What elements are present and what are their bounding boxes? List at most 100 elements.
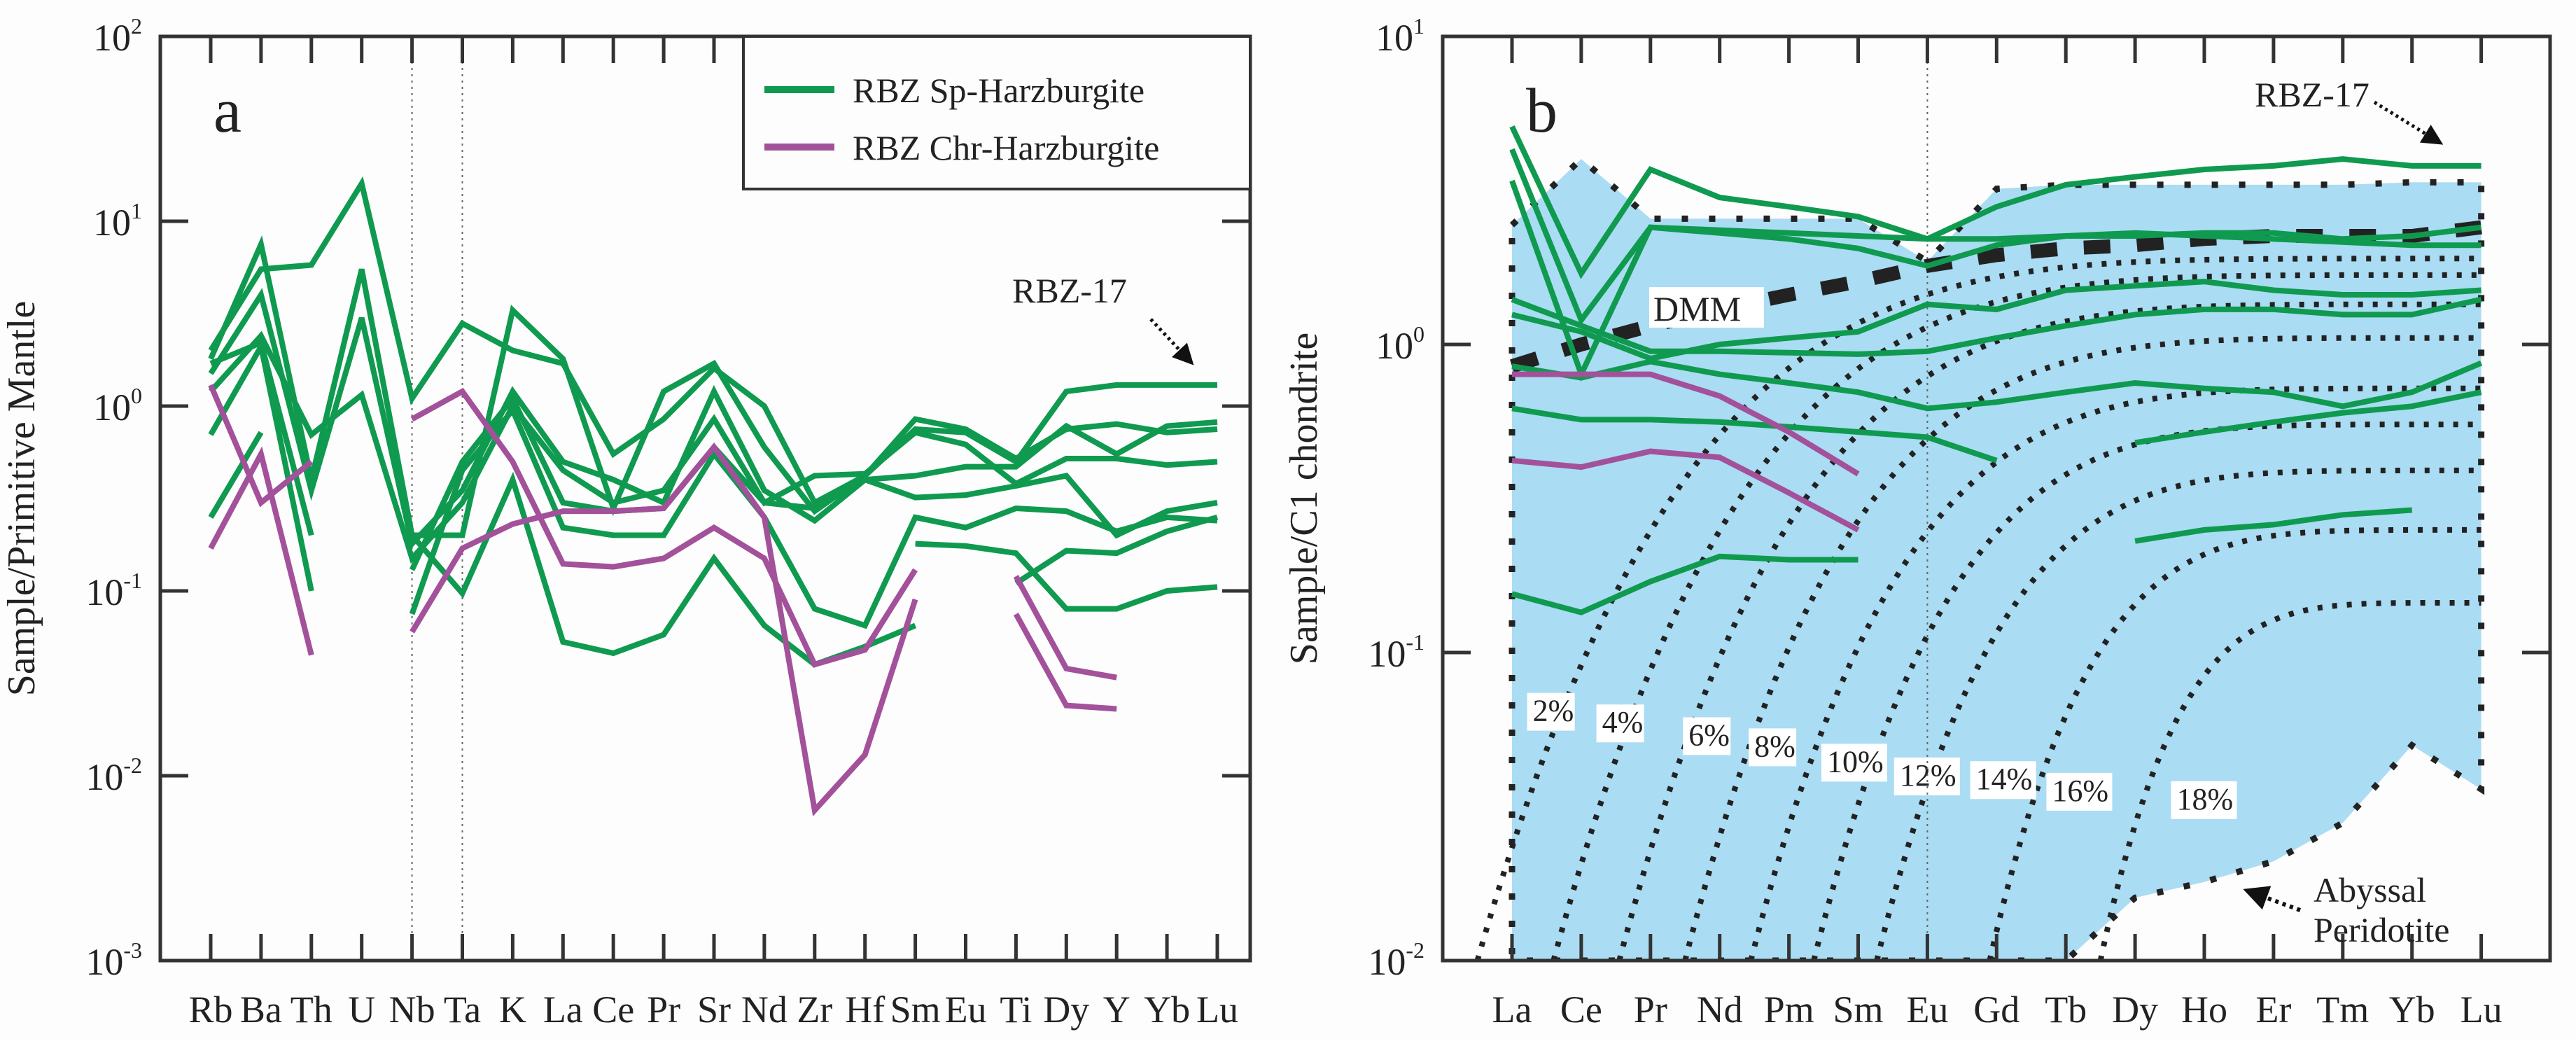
- x-tick-label: Pr: [1634, 989, 1667, 1031]
- series-sp-8: [2134, 389, 2482, 446]
- annotation-dmm: DMM: [1653, 289, 1741, 328]
- series-chr-1: [1512, 371, 1860, 477]
- series-sp-3: [1509, 179, 2482, 382]
- series-sp-6: [1511, 358, 2483, 412]
- melt-label-4pct: 4%: [1602, 705, 1644, 739]
- series-sp-5: [1511, 279, 2482, 362]
- melt-label-bg: [1527, 692, 1575, 731]
- melt-label-18pct: 18%: [2176, 782, 2233, 816]
- y-tick-label: 10-2: [85, 753, 142, 798]
- melt-label-bg: [2046, 772, 2113, 811]
- x-tick-label: Tb: [2045, 989, 2087, 1031]
- x-tick-label: Ba: [240, 989, 282, 1031]
- y-axis-title: Sample/C1 chondrite: [1282, 333, 1326, 664]
- x-tick-label: Gd: [1973, 989, 2019, 1031]
- y-tick-label: 101: [1376, 13, 1424, 59]
- y-tick-base: 10: [85, 756, 123, 798]
- melt-label-bg: [1749, 728, 1797, 767]
- y-tick-label: 100: [93, 383, 142, 428]
- legend-label-chr: RBZ Chr-Harzburgite: [853, 128, 1159, 167]
- x-tick-label: Tm: [2316, 989, 2369, 1031]
- legend-box: [742, 35, 1252, 190]
- series-sp-10: [2134, 507, 2412, 544]
- x-tick-label: Er: [2255, 989, 2291, 1031]
- y-tick-label: 10-1: [85, 568, 142, 613]
- y-tick-base: 10: [85, 571, 123, 613]
- plot-area: 2% 4% 6% 8% 10% 12% 14% 16% 18%: [1474, 36, 2485, 961]
- y-tick-base: 10: [85, 941, 123, 983]
- panel-label-a: a: [214, 76, 241, 146]
- x-tick-label: Lu: [2460, 989, 2502, 1031]
- arrow-abyssal: [2243, 886, 2302, 912]
- x-tick-label: Th: [290, 989, 332, 1031]
- x-tick-label: La: [1492, 989, 1532, 1031]
- melt-label-bg: [1596, 704, 1644, 743]
- series-sp-3: [208, 288, 1218, 550]
- x-tick-label: Eu: [1906, 989, 1948, 1031]
- x-tick-label: Pr: [647, 989, 680, 1031]
- melt-label-bg: [1893, 757, 1960, 795]
- y-tick-base: 10: [93, 386, 131, 428]
- x-tick-label: Ti: [1000, 989, 1032, 1031]
- x-tick-label: Dy: [2112, 989, 2158, 1031]
- y-tick-exponent: 0: [131, 383, 142, 408]
- x-tick-label: Ce: [592, 989, 634, 1031]
- annotation-abyssal: Abyssal: [2314, 870, 2426, 909]
- x-tick-label: Nd: [741, 989, 788, 1031]
- melt-label-bg: [1970, 761, 2036, 800]
- melt-curve-10pct: [1748, 385, 2482, 961]
- x-tick-label: Dy: [1043, 989, 1089, 1031]
- annotation-rbz17-a: RBZ-17: [1012, 271, 1127, 310]
- melt-label-16pct: 16%: [2052, 774, 2108, 808]
- y-tick-exponent: -3: [123, 937, 142, 963]
- x-tick-label: La: [543, 989, 583, 1031]
- melt-label-6pct: 6%: [1688, 718, 1730, 752]
- y-tick-exponent: 2: [131, 13, 142, 39]
- melt-curve-4pct: [1550, 272, 2482, 961]
- panel-b-chart: 2% 4% 6% 8% 10% 12% 14% 16% 18%La Ce Pr Nd Pm Sm Eu Gd T…: [1282, 13, 2552, 1031]
- x-tick-label: K: [499, 989, 526, 1031]
- x-tick-label: Lu: [1196, 989, 1238, 1031]
- melt-label-8pct: 8%: [1754, 729, 1795, 763]
- y-tick-label: 101: [93, 198, 142, 244]
- x-tick-label: Sm: [1833, 989, 1883, 1031]
- y-tick-base: 10: [1376, 325, 1413, 367]
- x-tick-label: Sm: [890, 989, 941, 1031]
- series-chr-2: [208, 442, 1117, 817]
- y-tick-base: 10: [1368, 941, 1406, 983]
- annotation-rbz17-b: RBZ-17: [2255, 75, 2370, 114]
- series-chr-1: [208, 384, 1117, 681]
- series-sp-7: [208, 431, 1219, 668]
- x-tick-label: Sr: [697, 989, 731, 1031]
- x-tick-label: Nd: [1697, 989, 1743, 1031]
- melt-label-14pct: 14%: [1976, 762, 2033, 796]
- abyssal-peridotite-field: [1508, 155, 2485, 961]
- melt-label-bg: [1821, 744, 1887, 782]
- y-tick-base: 10: [93, 202, 131, 244]
- melt-label-bg: [2171, 781, 2237, 819]
- x-tick-label: Rb: [188, 989, 232, 1031]
- x-tick-label: Nb: [389, 989, 435, 1031]
- y-tick-base: 10: [1376, 17, 1413, 59]
- x-tick-label: U: [348, 989, 375, 1031]
- panel-a-chart: Rb Ba Th U Nb Ta K La Ce Pr Sr Nd Zr Hf Sm Eu Ti Dy Y Yb Lu 1…: [0, 13, 1252, 1031]
- x-tick-label: Ce: [1560, 989, 1602, 1031]
- y-tick-exponent: 1: [131, 198, 142, 223]
- legend: RBZ Sp-Harzburgite RBZ Chr-Harzburgite: [742, 35, 1252, 190]
- y-tick-base: 10: [1368, 633, 1406, 675]
- series-chr-2: [1511, 448, 1860, 533]
- series-sp-9: [1511, 553, 1858, 615]
- melt-curve-18pct: [2097, 600, 2482, 961]
- y-tick-exponent: -1: [123, 568, 142, 593]
- y-tick-exponent: 1: [1413, 13, 1424, 39]
- dmm-label-bg: [1649, 287, 1764, 328]
- x-tick-label: Ho: [2181, 989, 2227, 1031]
- plot-frame: [158, 34, 1252, 963]
- y-tick-label: 10-3: [85, 937, 142, 983]
- x-tick-label: Eu: [945, 989, 987, 1031]
- melt-label-bg: [1683, 717, 1731, 755]
- series-sp-6: [208, 338, 1218, 629]
- panel-label-b: b: [1526, 76, 1558, 146]
- y-tick-label: 102: [93, 13, 142, 59]
